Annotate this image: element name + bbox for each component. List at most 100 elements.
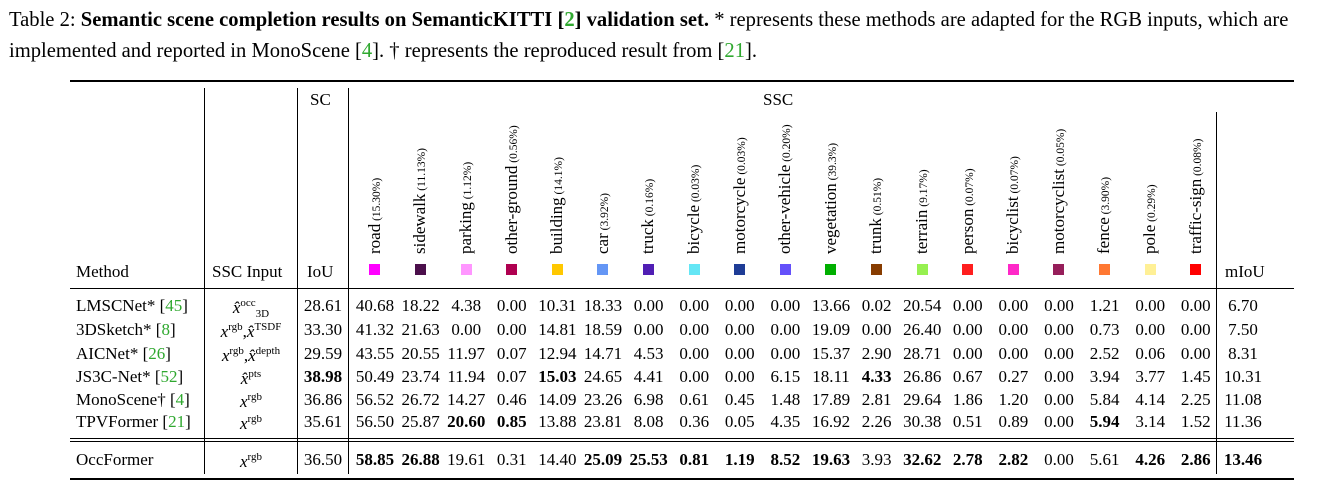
ssc-input: x̂occ3D	[232, 297, 270, 320]
ssc-class-value: 0.07	[496, 344, 527, 363]
class-color-swatch	[1007, 264, 1019, 275]
method-cite-link[interactable]: 21	[168, 412, 186, 431]
method-name: AICNet* [26]	[76, 344, 171, 363]
ssc-class-value: 4.33	[861, 367, 892, 386]
miou-header: mIoU	[1225, 262, 1265, 281]
class-color-swatch	[597, 264, 609, 275]
ssc-class-value: 0.89	[998, 412, 1029, 431]
method-cite-link[interactable]: 4	[175, 390, 185, 409]
ssc-class-value: 0.00	[998, 344, 1029, 363]
method-header: Method	[76, 262, 129, 281]
sc-header: SC	[310, 90, 331, 109]
ssc-class-value: 8.08	[633, 412, 664, 431]
miou-value: 6.70	[1228, 296, 1258, 315]
ssc-input-header: SSC Input	[212, 262, 283, 281]
ssc-class-value: 1.52	[1180, 412, 1211, 431]
class-color-swatch	[642, 264, 654, 275]
ssc-class-value: 3.93	[861, 450, 892, 469]
method-cite-link[interactable]: 26	[148, 344, 166, 363]
class-color-swatch	[1190, 264, 1202, 275]
ssc-class-value: 8.52	[770, 450, 801, 469]
ssc-class-value: 14.81	[538, 320, 577, 339]
miou-value: 10.31	[1223, 367, 1263, 386]
ssc-class-value: 0.51	[952, 412, 983, 431]
caption-cite-link[interactable]: 2	[564, 9, 575, 31]
class-color-swatch	[414, 264, 426, 275]
ssc-class-value: 3.94	[1089, 367, 1120, 386]
ssc-class-value: 0.00	[1044, 320, 1074, 339]
class-color-swatch	[551, 264, 563, 275]
ssc-class-value: 3.77	[1135, 367, 1166, 386]
ssc-class-value: 4.53	[633, 344, 664, 363]
ssc-class-value: 0.00	[998, 320, 1029, 339]
ssc-class-value: 26.86	[903, 367, 942, 386]
ssc-class-value: 23.74	[401, 367, 440, 386]
method-name: JS3C-Net* [52]	[76, 367, 184, 386]
class-header-car: car (3.92%)	[592, 192, 612, 254]
ssc-class-value: 30.38	[903, 412, 942, 431]
ssc-class-value: 0.00	[1180, 296, 1211, 315]
ssc-class-value: 2.86	[1180, 450, 1211, 469]
method-name: 3DSketch* [8]	[76, 320, 176, 339]
ssc-class-value: 0.00	[1135, 296, 1166, 315]
caption-cite-link[interactable]: 4	[361, 40, 373, 62]
ssc-input: xrgb,x̂TSDF	[220, 321, 282, 341]
ssc-class-value: 1.21	[1089, 296, 1120, 315]
ssc-class-value: 0.00	[770, 320, 801, 339]
class-color-swatch	[870, 264, 882, 275]
ssc-class-value: 10.31	[538, 296, 577, 315]
class-header-building: building (14.1%)	[547, 157, 567, 254]
ssc-input: x̂pts	[240, 368, 262, 388]
class-header-parking: parking (1.12%)	[456, 161, 475, 254]
ssc-input: xrgb	[239, 391, 262, 411]
ssc-class-value: 0.00	[679, 367, 710, 386]
ssc-input: xrgb	[239, 451, 262, 471]
miou-value: 8.31	[1228, 344, 1258, 363]
caption-cite-link[interactable]: 21	[724, 40, 745, 62]
ssc-class-value: 12.94	[538, 344, 577, 363]
class-header-traffic-sign: traffic-sign (0.08%)	[1185, 138, 1205, 254]
ssc-class-value: 0.00	[633, 296, 664, 315]
ssc-class-value: 1.86	[952, 390, 983, 409]
class-color-swatch	[1144, 264, 1156, 275]
class-color-swatch	[506, 264, 518, 275]
ssc-class-value: 0.46	[496, 390, 527, 409]
class-header-motorcyclist: motorcyclist (0.05%)	[1048, 128, 1068, 254]
ssc-class-value: 0.07	[496, 367, 527, 386]
ssc-class-value: 1.48	[770, 390, 801, 409]
ssc-class-value: 41.32	[355, 320, 395, 339]
caption-text: * represents these methods are adapted f…	[9, 9, 1289, 62]
ssc-class-value: 20.55	[401, 344, 440, 363]
ssc-class-value: 43.55	[355, 344, 395, 363]
class-color-swatch	[825, 264, 837, 275]
ssc-class-value: 0.00	[679, 344, 710, 363]
ssc-class-value: 19.63	[811, 450, 851, 469]
ssc-class-value: 26.88	[401, 450, 440, 469]
ssc-class-value: 0.00	[1180, 320, 1211, 339]
ssc-class-value: 11.97	[447, 344, 485, 363]
miou-value: 11.08	[1224, 390, 1262, 409]
ssc-class-value: 6.15	[770, 367, 801, 386]
method-cite-link[interactable]: 52	[160, 367, 178, 386]
ssc-class-value: 19.09	[811, 320, 851, 339]
ssc-class-value: 26.40	[903, 320, 942, 339]
class-header-sidewalk: sidewalk (11.13%)	[410, 148, 430, 254]
ssc-class-value: 14.71	[583, 344, 623, 363]
col-divider	[204, 88, 205, 474]
iou-value: 29.59	[303, 344, 343, 363]
method-cite-link[interactable]: 8	[161, 320, 170, 339]
ssc-class-value: 28.71	[903, 344, 942, 363]
method-name: OccFormer	[76, 450, 154, 469]
class-header-road: road (15.30%)	[364, 177, 384, 254]
iou-value: 38.98	[303, 367, 343, 386]
ssc-class-value: 26.72	[401, 390, 440, 409]
method-cite-link[interactable]: 45	[165, 296, 183, 315]
ssc-class-value: 0.00	[724, 296, 755, 315]
ssc-input: xrgb,x̂depth	[221, 345, 281, 365]
ssc-class-value: 16.92	[811, 412, 851, 431]
ssc-class-value: 2.82	[998, 450, 1029, 469]
ssc-class-value: 23.81	[583, 412, 623, 431]
ssc-class-value: 0.00	[1044, 367, 1074, 386]
ssc-class-value: 0.05	[724, 412, 755, 431]
ssc-class-value: 0.06	[1135, 344, 1166, 363]
